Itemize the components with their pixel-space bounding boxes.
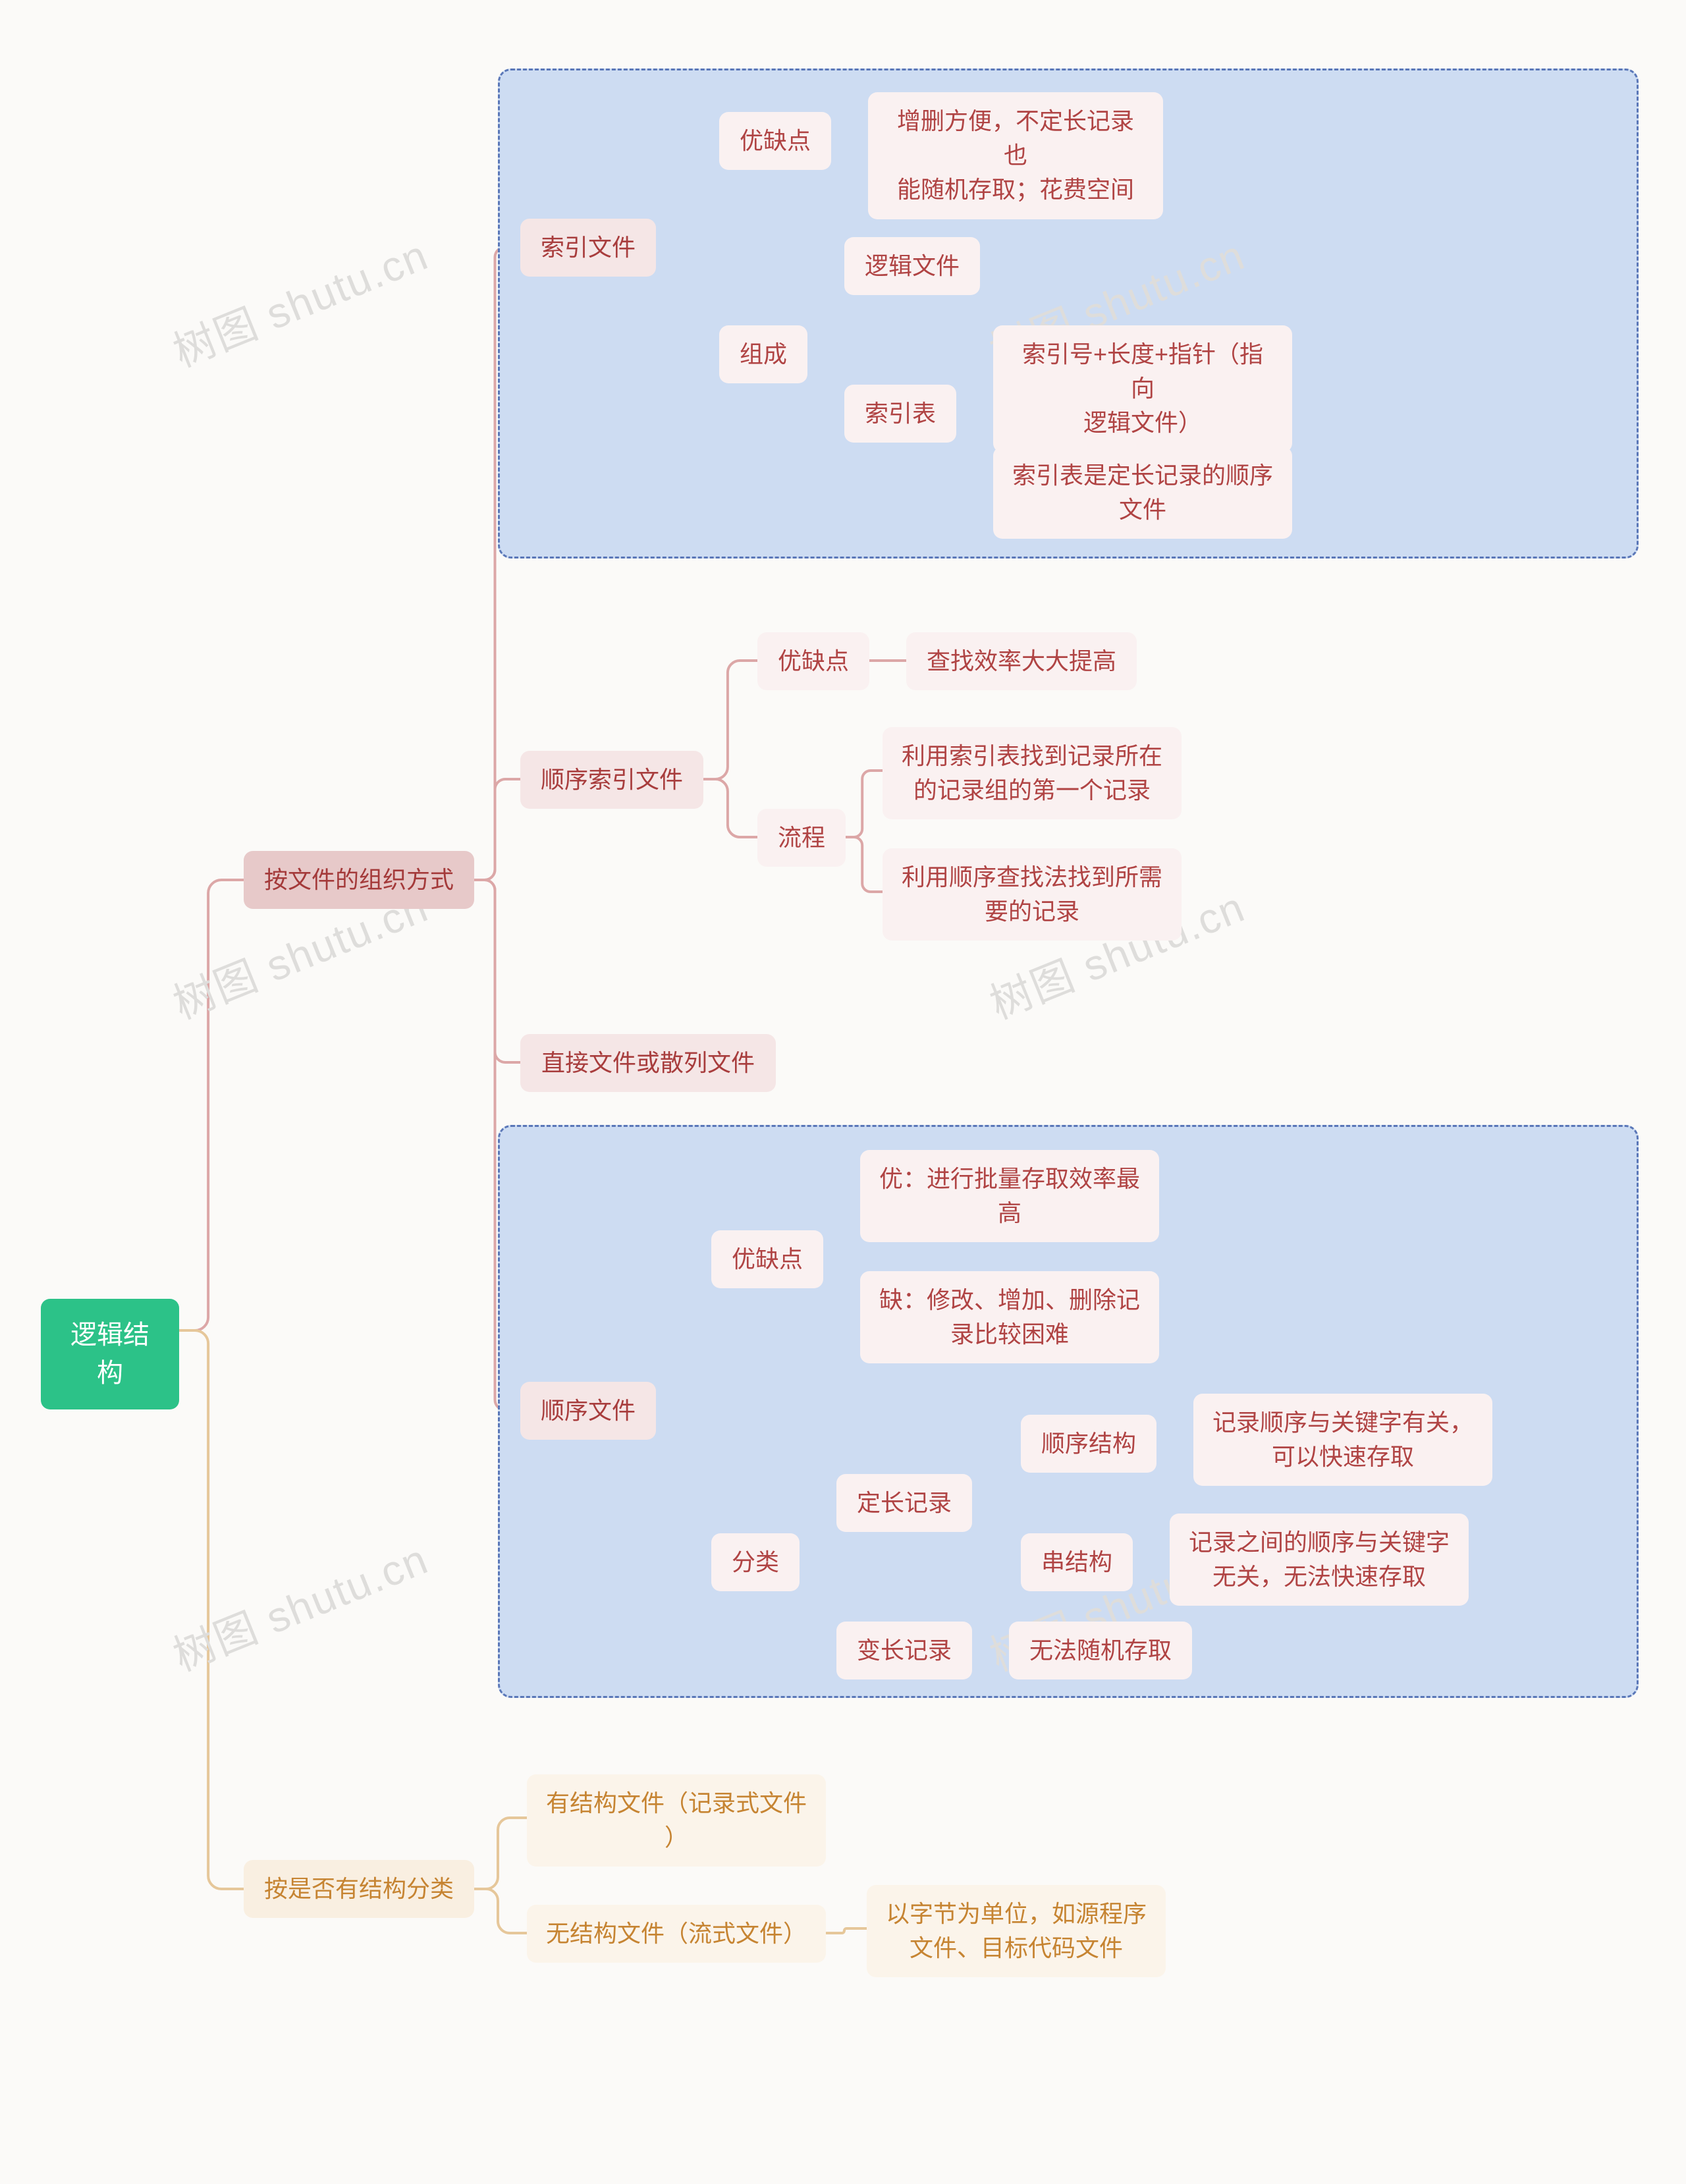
connector [474,779,520,880]
mindmap-node[interactable]: 利用顺序查找法找到所需 要的记录 [883,848,1182,941]
mindmap-node[interactable]: 直接文件或散列文件 [520,1034,776,1092]
mindmap-node[interactable]: 组成 [719,325,807,383]
watermark: 树图 shutu.cn [163,1526,436,1683]
mindmap-node[interactable]: 顺序文件 [520,1382,656,1440]
connector [846,837,883,892]
mindmap-node[interactable]: 优缺点 [719,112,831,170]
mindmap-node[interactable]: 流程 [757,809,846,867]
mindmap-node[interactable]: 优缺点 [757,632,869,690]
mindmap-node[interactable]: 增删方便，不定长记录也 能随机存取；花费空间 [868,92,1163,219]
mindmap-node[interactable]: 定长记录 [836,1474,972,1532]
mindmap-node[interactable]: 索引表 [844,385,956,443]
mindmap-node[interactable]: 顺序结构 [1021,1415,1156,1473]
mindmap-node[interactable]: 无法随机存取 [1009,1622,1192,1679]
mindmap-node[interactable]: 索引号+长度+指针（指向 逻辑文件） [993,325,1292,452]
mindmap-node[interactable]: 优缺点 [711,1230,823,1288]
mindmap-node[interactable]: 变长记录 [836,1622,972,1679]
mindmap-node[interactable]: 利用索引表找到记录所在 的记录组的第一个记录 [883,727,1182,819]
mindmap-node[interactable]: 按文件的组织方式 [244,851,474,909]
mindmap-node[interactable]: 串结构 [1021,1533,1133,1591]
connector [179,1330,244,1889]
connector [179,880,244,1330]
mindmap-node[interactable]: 无结构文件（流式文件） [527,1905,826,1963]
mindmap-node[interactable]: 索引表是定长记录的顺序 文件 [993,447,1292,539]
mindmap-node[interactable]: 优：进行批量存取效率最 高 [860,1150,1159,1242]
watermark: 树图 shutu.cn [163,222,436,379]
connector [474,1818,527,1889]
mindmap-node[interactable]: 有结构文件（记录式文件 ） [527,1774,826,1867]
mindmap-node[interactable]: 记录顺序与关键字有关， 可以快速存取 [1193,1394,1492,1486]
mindmap-node[interactable]: 索引文件 [520,219,656,277]
connector [474,880,520,1062]
mindmap-node[interactable]: 分类 [711,1533,800,1591]
mindmap-node[interactable]: 按是否有结构分类 [244,1860,474,1918]
connector [474,1889,527,1933]
mindmap-node[interactable]: 逻辑文件 [844,237,980,295]
mindmap-node[interactable]: 逻辑结构 [41,1299,179,1409]
connector [703,779,757,837]
mindmap-node[interactable]: 以字节为单位，如源程序 文件、目标代码文件 [867,1885,1166,1977]
connector [703,661,757,779]
mindmap-node[interactable]: 缺：修改、增加、删除记 录比较困难 [860,1271,1159,1363]
mindmap-node[interactable]: 查找效率大大提高 [906,632,1137,690]
connector [826,1928,867,1933]
connector [846,771,883,837]
mindmap-node[interactable]: 记录之间的顺序与关键字 无关，无法快速存取 [1170,1514,1469,1606]
mindmap-node[interactable]: 顺序索引文件 [520,751,703,809]
